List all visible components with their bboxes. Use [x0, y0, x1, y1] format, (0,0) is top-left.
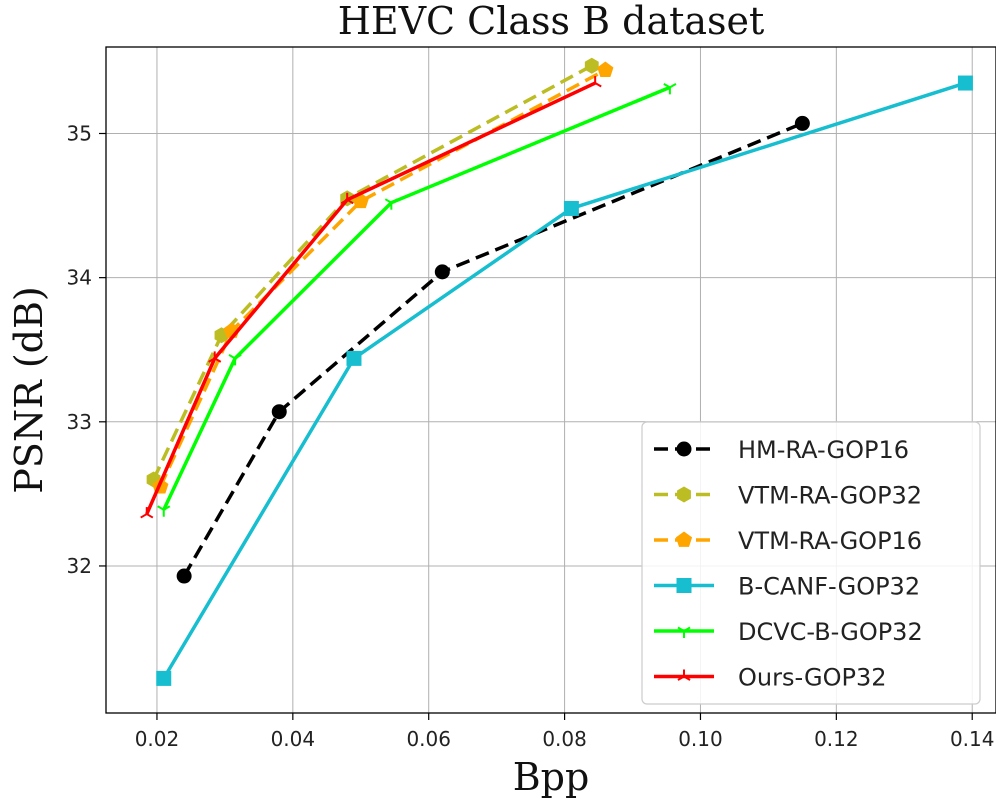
data-point [271, 404, 287, 420]
axis-ticks: 0.02 0.04 0.06 0.08 0.10 0.12 0.14 32 33 34 35 [67, 121, 995, 751]
legend-label: B-CANF-GOP32 [738, 573, 920, 601]
legend-entry: VTM-RA-GOP32 [654, 482, 922, 510]
series-line [162, 85, 671, 511]
marker-stroke [157, 505, 165, 511]
y-tick-label: 32 [67, 554, 92, 578]
data-point [176, 568, 192, 584]
legend-box [641, 421, 981, 705]
x-tick-label: 0.12 [814, 727, 859, 751]
y-axis-label: PSNR (dB) [7, 286, 51, 493]
data-point [156, 670, 172, 686]
marker-stroke [683, 675, 691, 681]
data-point [588, 76, 602, 88]
series [156, 75, 973, 686]
series [140, 76, 602, 519]
marker-stroke [588, 82, 596, 88]
marker-stroke [234, 354, 242, 360]
marker-stroke [390, 198, 398, 204]
x-tick-label: 0.04 [271, 727, 316, 751]
data-point [663, 82, 677, 95]
series [157, 82, 677, 517]
data-point [677, 486, 691, 503]
data-point [675, 531, 693, 547]
chart-title: HEVC Class B dataset [338, 0, 765, 43]
marker-stroke [214, 357, 222, 363]
data-point [597, 61, 614, 77]
series-line [158, 68, 607, 488]
y-tick-label: 35 [67, 121, 92, 145]
x-tick-label: 0.06 [406, 727, 451, 751]
grid-lines [106, 47, 996, 713]
legend-entry: VTM-RA-GOP16 [654, 527, 922, 555]
data-point [434, 264, 450, 280]
plot-frame [105, 46, 996, 714]
marker-stroke [683, 626, 691, 632]
series [176, 115, 810, 584]
marker-stroke [663, 82, 671, 89]
marker-stroke [677, 626, 685, 632]
x-tick-label: 0.14 [950, 727, 995, 751]
legend-label: Ours-GOP32 [738, 664, 887, 692]
legend-label: DCVC-B-GOP32 [738, 618, 923, 646]
data-point [677, 669, 691, 681]
data-point [676, 578, 692, 593]
marker-stroke [228, 354, 236, 360]
legend-label: HM-RA-GOP16 [738, 436, 909, 464]
data-point [584, 57, 599, 74]
data-point [340, 192, 354, 205]
legend-entry: Ours-GOP32 [654, 664, 887, 692]
data-point [346, 350, 362, 366]
series-line [145, 81, 596, 515]
legend-entry: B-CANF-GOP32 [654, 573, 920, 601]
series-layer [140, 57, 973, 686]
data-point [228, 354, 242, 366]
marker-stroke [669, 82, 677, 89]
marker-stroke [140, 513, 148, 519]
legend-entry: DCVC-B-GOP32 [654, 618, 923, 646]
data-point [794, 115, 810, 131]
legend-label: VTM-RA-GOP16 [738, 527, 922, 555]
data-point [157, 505, 171, 517]
series-line [182, 121, 804, 577]
legend-entry: HM-RA-GOP16 [654, 436, 909, 464]
data-point [676, 441, 692, 457]
x-axis-label: Bpp [513, 755, 590, 799]
data-point [208, 351, 222, 363]
marker-stroke [384, 198, 392, 204]
y-tick-label: 34 [67, 266, 92, 290]
series [146, 57, 599, 488]
x-tick-label: 0.10 [678, 727, 723, 751]
legend-label: VTM-RA-GOP32 [738, 482, 922, 510]
marker-stroke [346, 198, 354, 205]
data-point [677, 626, 691, 638]
marker-stroke [163, 505, 171, 511]
marker-stroke [340, 198, 348, 205]
data-point [957, 75, 973, 91]
series-line [162, 81, 966, 680]
x-tick-label: 0.08 [542, 727, 587, 751]
data-point [140, 507, 154, 519]
data-point [384, 198, 398, 210]
legend: HM-RA-GOP16 VTM-RA-GOP32 VTM-RA-GOP16 B-CAN… [641, 421, 981, 705]
marker-stroke [146, 513, 154, 519]
marker-stroke [594, 82, 602, 88]
y-tick-label: 33 [67, 410, 92, 434]
marker-stroke [677, 675, 685, 681]
series-line [151, 64, 593, 481]
data-point [563, 200, 579, 216]
x-tick-label: 0.02 [135, 727, 180, 751]
marker-stroke [208, 357, 216, 363]
